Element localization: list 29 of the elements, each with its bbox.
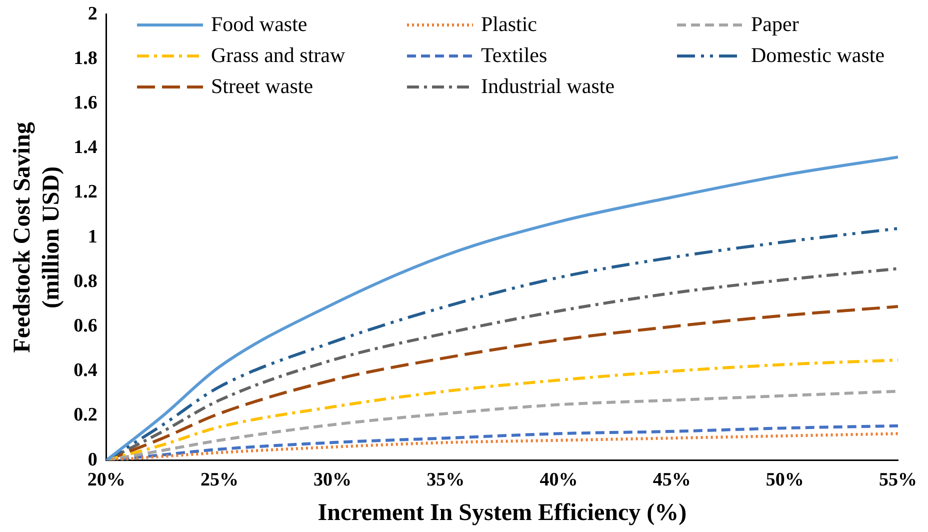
x-tick-label: 55%	[879, 470, 917, 491]
legend-label: Domestic waste	[751, 43, 885, 68]
x-tick-label: 30%	[314, 470, 352, 491]
x-tick-label: 50%	[766, 470, 804, 491]
y-tick-label: 0.6	[74, 316, 98, 337]
y-tick-label: 2	[88, 3, 98, 24]
legend-label: Grass and straw	[211, 43, 346, 68]
y-tick-label: 1.2	[74, 182, 98, 203]
y-tick-label: 1.6	[74, 92, 98, 114]
y-tick-label: 0.4	[74, 360, 98, 382]
legend-label: Plastic	[481, 12, 537, 37]
legend-label: Paper	[751, 12, 799, 37]
x-tick-label: 35%	[426, 470, 465, 491]
y-tick-label: 0.8	[74, 270, 98, 292]
y-axis-title: Feedstock Cost Saving (million USD)	[10, 122, 64, 353]
y-tick-label: 0	[88, 449, 98, 470]
y-tick-label: 1.8	[74, 48, 98, 69]
y-tick-label: 0.2	[74, 404, 98, 426]
x-tick-label: 45%	[652, 470, 691, 491]
legend-label: Street waste	[211, 74, 314, 99]
legend-label: Food waste	[211, 12, 308, 37]
x-tick-label: 20%	[87, 470, 126, 491]
y-tick-label: 1.4	[74, 137, 98, 158]
legend-label: Textiles	[481, 43, 548, 68]
legend-label: Industrial waste	[481, 74, 615, 99]
x-axis-title: Increment In System Efficiency (%)	[318, 500, 687, 526]
y-tick-label: 1	[88, 226, 98, 248]
x-tick-label: 40%	[540, 470, 578, 491]
x-tick-label: 25%	[200, 470, 238, 491]
